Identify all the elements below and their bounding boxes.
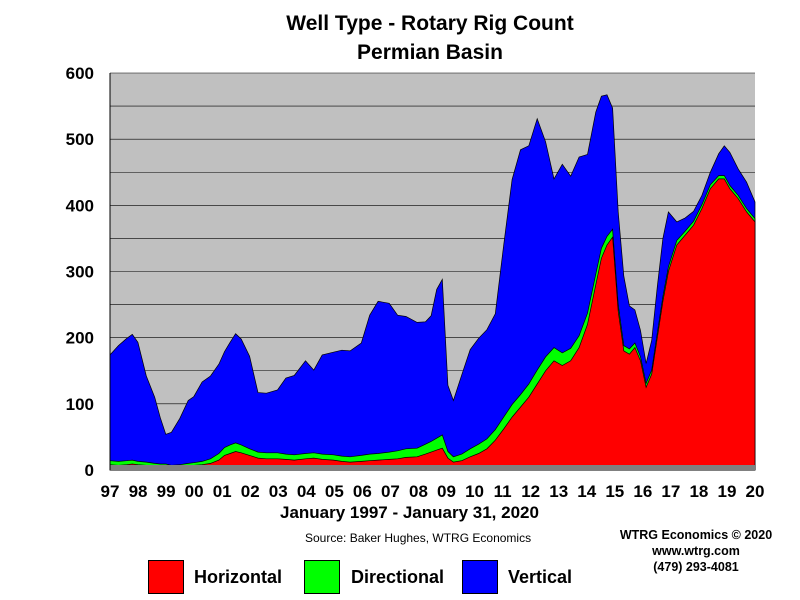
y-tick-label: 100 — [66, 395, 94, 414]
x-tick-label: 14 — [577, 482, 596, 500]
legend-swatch-directional — [304, 560, 340, 594]
x-tick-label: 11 — [494, 482, 512, 500]
y-ticks: 0 100 200 300 400 500 600 — [66, 64, 94, 480]
x-tick-label: 17 — [661, 482, 680, 500]
y-tick-label: 400 — [66, 196, 94, 215]
y-tick-label: 500 — [66, 130, 94, 149]
credit-line-website: www.wtrg.com — [652, 544, 740, 558]
legend-label-vertical: Vertical — [508, 567, 573, 587]
legend: Horizontal Directional Vertical — [148, 560, 608, 596]
y-tick-label: 600 — [66, 64, 94, 83]
y-tick-label: 0 — [85, 461, 94, 480]
x-tick-label: 00 — [185, 482, 204, 500]
x-ticks: 97 98 99 00 01 02 03 04 05 06 07 08 09 10 11 12 13 14 15 16… — [101, 482, 765, 500]
gridlines — [110, 72, 755, 438]
chart-subtitle: Permian Basin — [357, 41, 503, 64]
x-tick-label: 01 — [213, 482, 232, 500]
chart-title: Well Type - Rotary Rig Count — [286, 12, 574, 35]
x-tick-label: 08 — [409, 482, 428, 500]
x-baseline-band — [110, 465, 755, 471]
x-tick-label: 19 — [717, 482, 736, 500]
legend-swatch-vertical — [462, 560, 498, 594]
x-tick-label: 16 — [633, 482, 652, 500]
x-tick-label: 18 — [689, 482, 708, 500]
credit-line-phone: (479) 293-4081 — [653, 560, 739, 574]
credit-block: WTRG Economics © 2020 www.wtrg.com (479)… — [606, 527, 786, 575]
x-tick-label: 15 — [605, 482, 624, 500]
legend-swatch-horizontal — [148, 560, 184, 594]
x-tick-label: 13 — [549, 482, 568, 500]
x-tick-label: 04 — [297, 482, 316, 500]
x-tick-label: 20 — [746, 482, 765, 500]
source-note: Source: Baker Hughes, WTRG Economics — [305, 531, 532, 545]
x-tick-label: 12 — [521, 482, 540, 500]
x-tick-label: 03 — [269, 482, 288, 500]
x-tick-label: 97 — [101, 482, 120, 500]
x-tick-label: 05 — [325, 482, 344, 500]
legend-label-directional: Directional — [351, 567, 445, 587]
series-areas — [109, 94, 756, 471]
x-tick-label: 10 — [465, 482, 484, 500]
x-tick-label: 98 — [129, 482, 148, 500]
x-tick-label: 99 — [157, 482, 176, 500]
x-tick-label: 02 — [241, 482, 260, 500]
x-tick-label: 09 — [437, 482, 456, 500]
x-tick-label: 06 — [353, 482, 372, 500]
y-tick-label: 300 — [66, 263, 94, 282]
legend-label-horizontal: Horizontal — [194, 567, 282, 587]
x-tick-label: 07 — [381, 482, 400, 500]
y-tick-label: 200 — [66, 329, 94, 348]
area-horizontal — [109, 178, 756, 471]
x-axis-label: January 1997 - January 31, 2020 — [280, 503, 539, 522]
credit-line-company: WTRG Economics © 2020 — [619, 528, 773, 542]
stacked-area-chart: 97 98 99 00 01 02 03 04 05 06 07 08 09 10 11 12 13 14 15 16… — [66, 64, 765, 500]
